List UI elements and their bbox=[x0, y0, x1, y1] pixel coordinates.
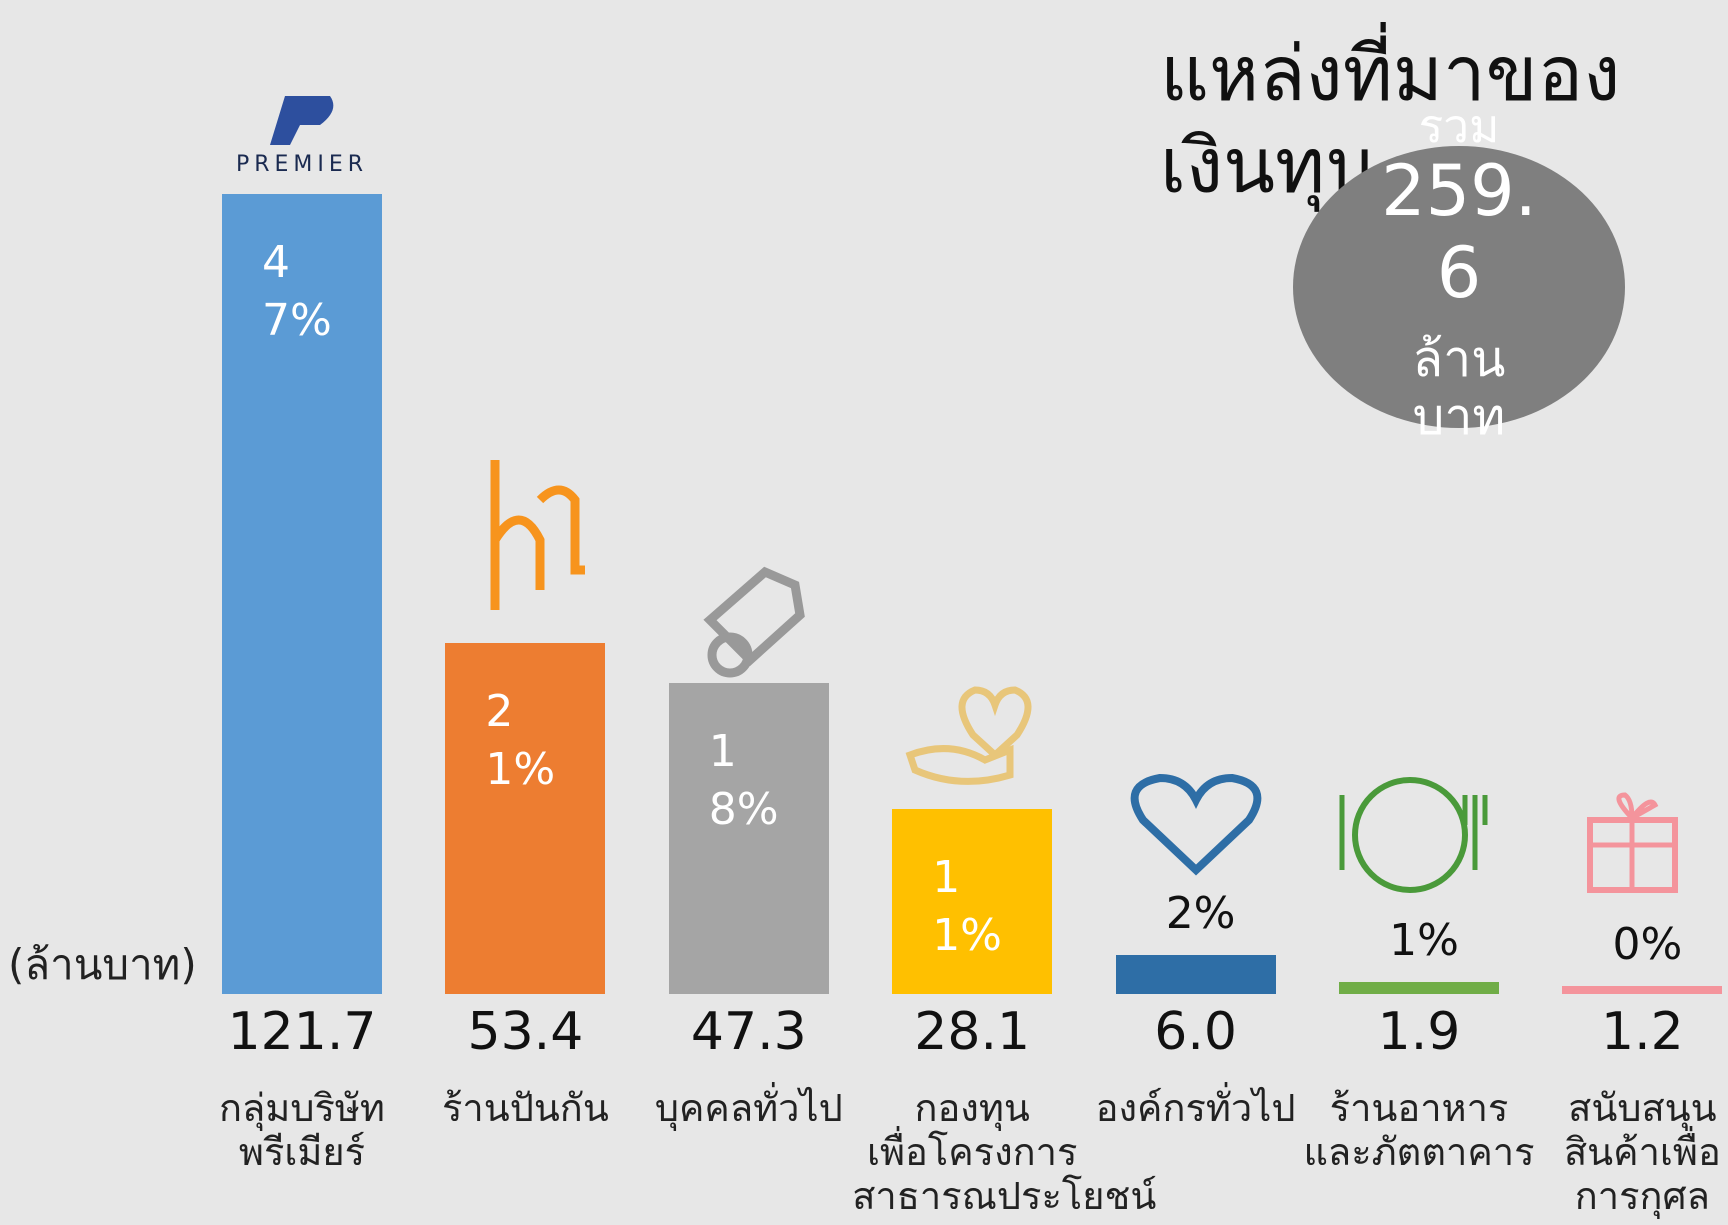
x-tick-label: บุคคลทั่วไป bbox=[654, 1086, 843, 1130]
tag-icon bbox=[707, 632, 753, 678]
x-tick-label: องค์กรทั่วไป bbox=[1095, 1086, 1296, 1130]
plate-icon bbox=[1352, 777, 1468, 893]
pankan-icon bbox=[490, 460, 585, 610]
heart-hand-icon bbox=[958, 686, 1032, 760]
percent-label: 1% bbox=[1389, 914, 1459, 966]
x-tick-label: สนับสนุน สินค้าเพื่อ การกุศล bbox=[1563, 1086, 1721, 1218]
value-label: 47.3 bbox=[690, 1002, 807, 1062]
bar bbox=[668, 683, 829, 994]
value-label: 53.4 bbox=[467, 1002, 584, 1062]
total-label: รวม bbox=[1418, 99, 1500, 153]
total-value: 259.6 bbox=[1381, 150, 1537, 314]
x-tick-label: กลุ่มบริษัท พรีเมียร์ bbox=[219, 1086, 385, 1174]
tag-icon bbox=[703, 566, 805, 667]
percent-label: 47% bbox=[262, 237, 332, 346]
total-unit: ล้าน บาท bbox=[1412, 330, 1506, 446]
percent-label: 0% bbox=[1612, 919, 1683, 971]
x-tick-label: ร้านอาหาร และภัตตาคาร bbox=[1303, 1086, 1535, 1174]
percent-label: 2% bbox=[1165, 887, 1236, 939]
value-label: 1.9 bbox=[1377, 1002, 1461, 1062]
percent-label: 18% bbox=[708, 726, 779, 836]
gift-icon bbox=[1590, 792, 1675, 890]
percent-label: 11% bbox=[932, 852, 1002, 962]
bar bbox=[222, 194, 382, 994]
bar bbox=[1339, 981, 1499, 994]
bar bbox=[1115, 954, 1276, 994]
percent-label: 21% bbox=[485, 685, 556, 795]
y-axis-label: (ล้านบาท) bbox=[8, 940, 197, 989]
value-label: 6.0 bbox=[1154, 1002, 1237, 1062]
logo-icon bbox=[270, 96, 334, 145]
chart-title: แหล่งที่มาของ เงินทุน bbox=[1160, 29, 1621, 210]
value-label: 121.7 bbox=[227, 1002, 377, 1062]
x-tick-label: กองทุน เพื่อโครงการ สาธารณประโยชน์ bbox=[852, 1086, 1157, 1218]
bar bbox=[445, 642, 606, 994]
value-label: 28.1 bbox=[914, 1002, 1031, 1062]
value-label: 1.2 bbox=[1601, 1002, 1684, 1062]
cutlery-icon bbox=[1339, 795, 1488, 870]
logo-text: PREMIER bbox=[235, 152, 369, 177]
bar bbox=[892, 809, 1053, 994]
bar bbox=[1562, 986, 1723, 994]
total-circle bbox=[1293, 146, 1625, 428]
heart-icon bbox=[1130, 773, 1262, 876]
heart-hand-icon bbox=[905, 744, 1014, 785]
x-tick-label: ร้านปันกัน bbox=[441, 1086, 609, 1130]
